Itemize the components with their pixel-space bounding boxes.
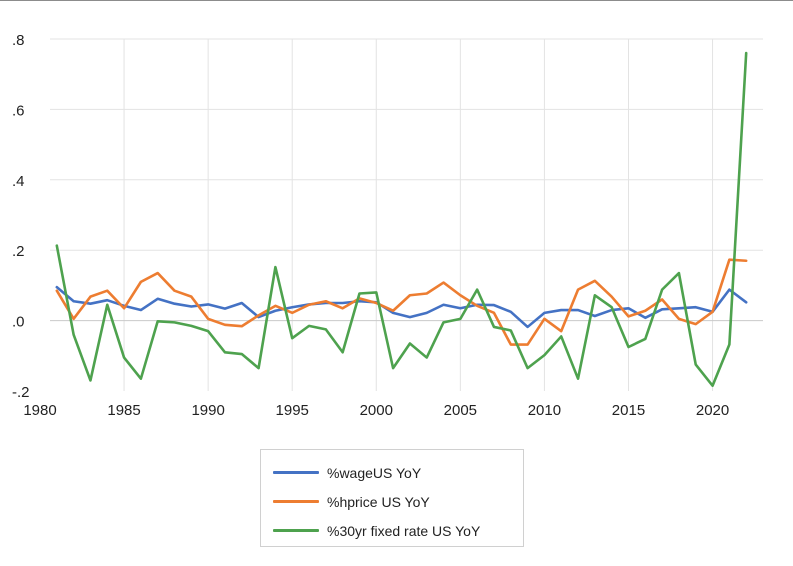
legend-label-hprice: %hprice US YoY: [327, 493, 430, 510]
y-tick-label: .0: [12, 314, 25, 331]
x-tick-label: 1995: [276, 402, 309, 419]
y-tick-label: .8: [12, 32, 25, 49]
legend-item-hprice: %hprice US YoY: [261, 487, 523, 516]
y-tick-label: .2: [12, 243, 25, 260]
y-tick-label: .6: [12, 102, 25, 119]
x-tick-label: 2010: [528, 402, 561, 419]
x-tick-label: 2020: [696, 402, 729, 419]
x-tick-label: 1980: [23, 402, 56, 419]
legend-label-30yr-rate: %30yr fixed rate US YoY: [327, 522, 481, 539]
x-axis-ticks: 1980 1985 1990 1995 2000 2005 2010 2015 2020: [23, 402, 729, 419]
series-line-30yr-rate: [55, 51, 748, 388]
x-tick-label: 2015: [612, 402, 645, 419]
y-tick-label: .4: [12, 173, 25, 190]
series-line-hprice: [55, 258, 748, 346]
series-lines: [55, 51, 748, 388]
x-tick-label: 1985: [107, 402, 140, 419]
series-line-wage: [55, 285, 748, 329]
legend-swatch-hprice: [273, 500, 319, 503]
legend-swatch-30yr-rate: [273, 529, 319, 532]
grid: [50, 38, 763, 391]
y-tick-label: -.2: [12, 384, 30, 401]
legend-item-wage: %wageUS YoY: [261, 458, 523, 487]
x-tick-label: 2005: [444, 402, 477, 419]
x-tick-label: 2000: [360, 402, 393, 419]
legend: %wageUS YoY %hprice US YoY %30yr fixed r…: [260, 449, 524, 547]
legend-swatch-wage: [273, 471, 319, 474]
legend-item-30yr-rate: %30yr fixed rate US YoY: [261, 516, 523, 545]
y-axis-ticks: -.2 .0 .2 .4 .6 .8: [12, 32, 30, 401]
legend-label-wage: %wageUS YoY: [327, 464, 422, 481]
x-tick-label: 1990: [191, 402, 224, 419]
